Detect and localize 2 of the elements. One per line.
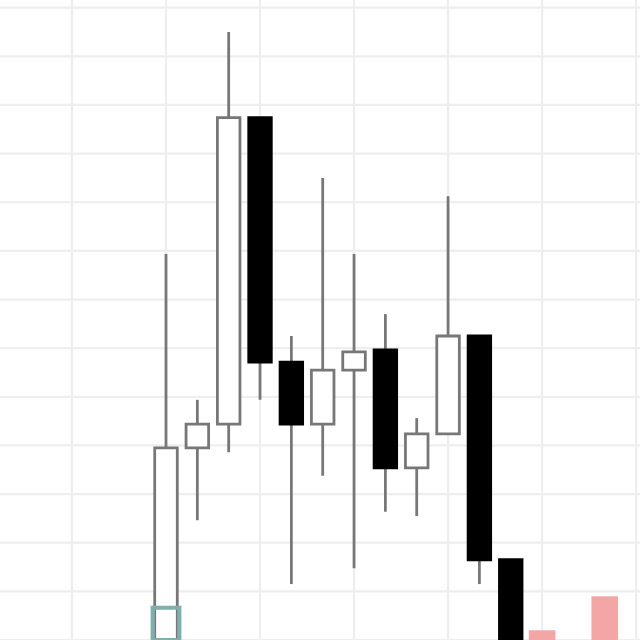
candlestick (404, 416, 430, 518)
candlestick (184, 398, 211, 522)
